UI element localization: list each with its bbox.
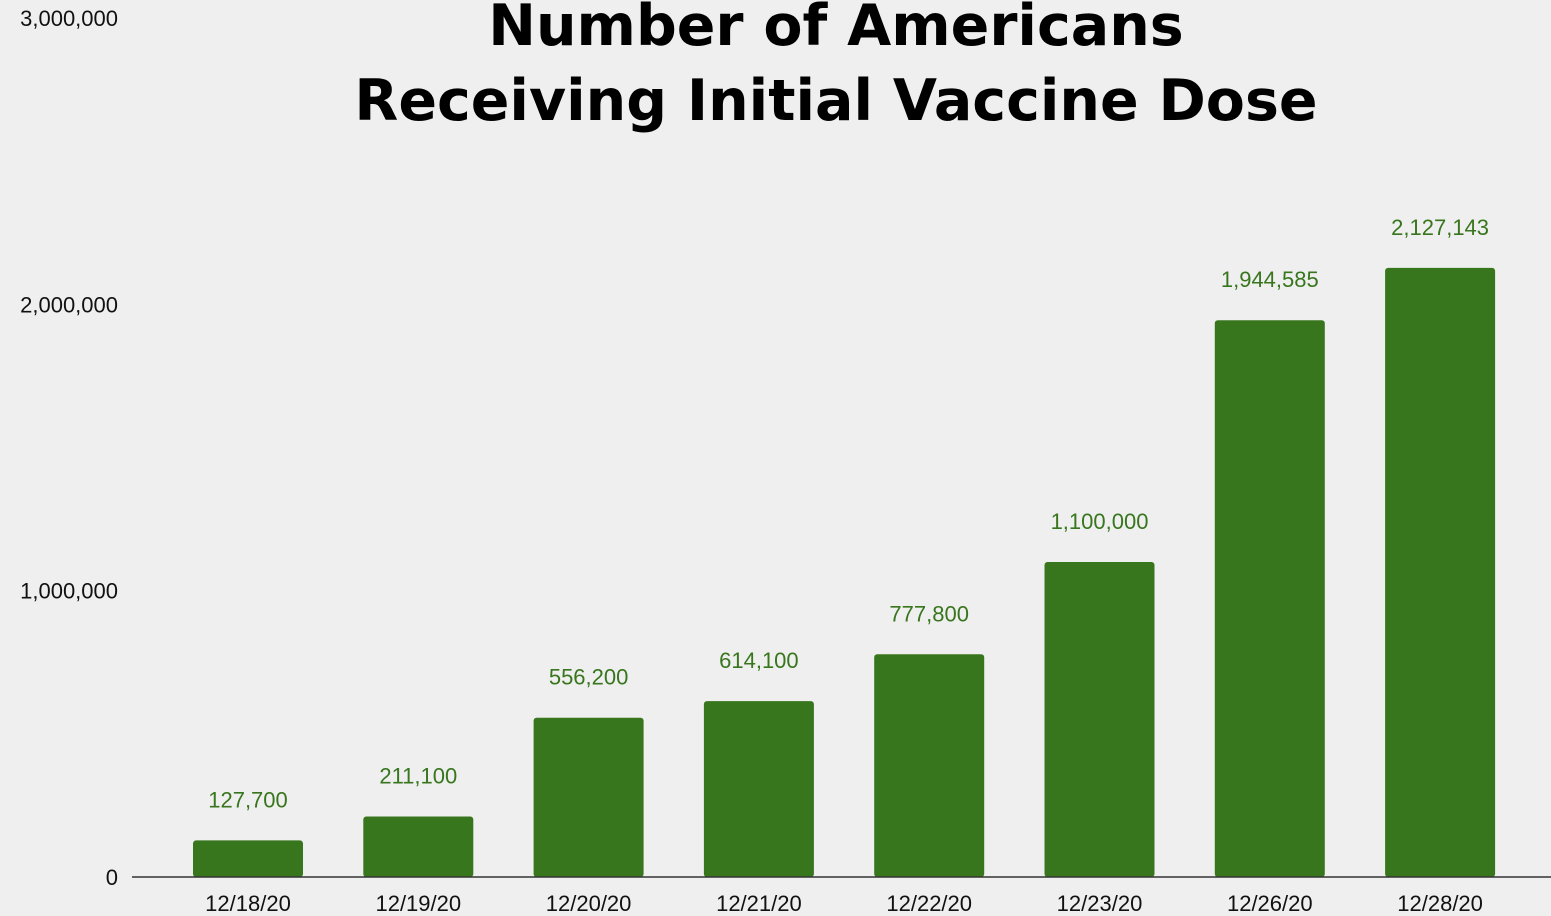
- x-tick-label: 12/22/20: [886, 891, 972, 916]
- data-label: 614,100: [719, 648, 799, 673]
- bar: [703, 701, 814, 877]
- x-tick-label: 12/26/20: [1227, 891, 1313, 916]
- chart-title-line-1: Number of Americans: [488, 0, 1183, 59]
- bar: [874, 654, 985, 877]
- bar: [363, 816, 474, 877]
- chart-title-line-2: Receiving Initial Vaccine Dose: [354, 68, 1317, 134]
- x-tick-label: 12/28/20: [1397, 891, 1483, 916]
- x-tick-label: 12/18/20: [205, 891, 291, 916]
- x-tick-label: 12/20/20: [546, 891, 632, 916]
- bar: [193, 840, 303, 877]
- data-labels: 127,700 211,100 556,200 614,100 777,800 1,100…: [208, 215, 1489, 813]
- bar: [1044, 562, 1155, 877]
- bar: [1214, 320, 1325, 877]
- data-label: 556,200: [549, 665, 629, 690]
- data-label: 2,127,143: [1391, 215, 1489, 240]
- y-tick-label: 1,000,000: [20, 579, 118, 604]
- data-label: 1,100,000: [1051, 509, 1149, 534]
- x-axis-tick-labels: 12/18/20 12/19/20 12/20/20 12/21/20 12/22/20…: [205, 891, 1483, 916]
- data-label: 1,944,585: [1221, 267, 1319, 292]
- x-tick-label: 12/19/20: [375, 891, 461, 916]
- y-tick-label: 3,000,000: [20, 6, 118, 31]
- y-axis-tick-labels: 0 1,000,000 2,000,000 3,000,000: [20, 6, 118, 890]
- x-tick-label: 12/21/20: [716, 891, 802, 916]
- bar: [1385, 267, 1496, 877]
- data-label: 127,700: [208, 787, 288, 812]
- y-tick-label: 0: [106, 865, 118, 890]
- data-label: 211,100: [379, 764, 457, 789]
- y-tick-label: 2,000,000: [20, 292, 118, 317]
- bar: [533, 717, 644, 877]
- bar-series: [193, 267, 1496, 877]
- x-tick-label: 12/23/20: [1057, 891, 1143, 916]
- data-label: 777,800: [889, 601, 969, 626]
